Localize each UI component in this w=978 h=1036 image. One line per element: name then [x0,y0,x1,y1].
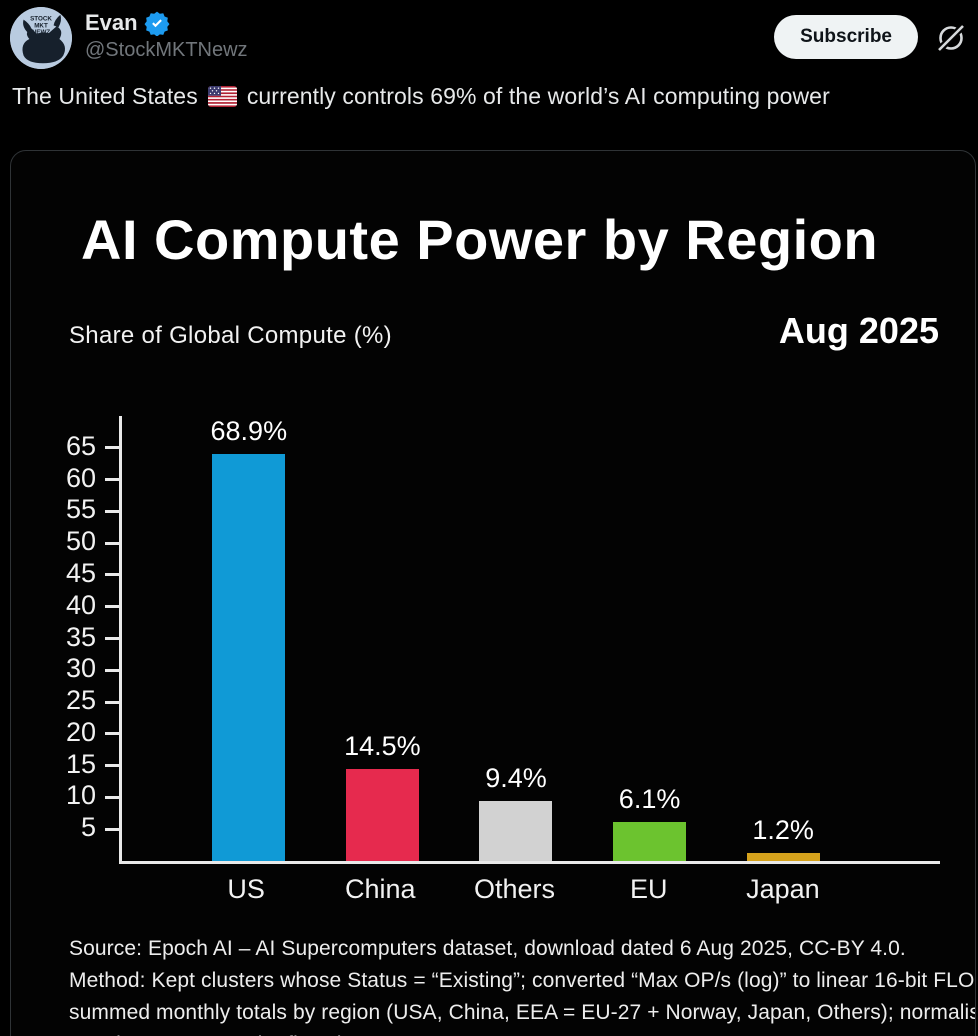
chart-media-card[interactable]: AI Compute Power by Region Share of Glob… [10,150,976,1036]
bar-us [212,454,286,861]
identity-block: Evan @StockMKTNewz [85,10,248,62]
chart-title: AI Compute Power by Region [81,208,879,271]
category-label-japan: Japan [746,874,820,904]
bar-slot-eu: 6.1% [583,416,717,861]
bar-slot-china: 14.5% [316,416,450,861]
value-label-eu: 6.1% [618,784,681,815]
bar-others [479,801,553,861]
x-axis-labels: US China Others EU Japan [119,874,940,905]
tweet-text-part2: currently controls 69% of the world’s AI… [246,83,830,109]
bar-japan [746,853,820,861]
grok-icon [936,23,966,53]
bull-logo-icon: STOCK MKT NEWZ [10,7,72,69]
source-line: summed monthly totals by region (USA, Ch… [69,1001,976,1025]
us-flag-emoji [207,86,237,107]
tweet-text-part1: The United States [12,83,198,109]
svg-text:MKT: MKT [34,22,48,29]
svg-text:STOCK: STOCK [30,16,52,23]
source-line: month to 100 % so the five shares sum to… [69,1029,935,1036]
avatar[interactable]: STOCK MKT NEWZ [10,7,72,69]
bar-slot-others: 9.4% [449,416,583,861]
bar-slot-japan: 1.2% [716,416,850,861]
bars-row: 68.9% 14.5% 9.4% 6.1% 1.2% [122,416,940,861]
value-label-others: 9.4% [485,763,547,794]
bar-slot-us: 68.9% [182,416,316,861]
user-handle[interactable]: @StockMKTNewz [85,39,248,62]
chart-date-label: Aug 2025 [778,310,939,351]
value-label-us: 68.9% [210,416,288,446]
bar-china [345,768,419,861]
subscribe-button[interactable]: Subscribe [774,15,918,59]
tweet-text: The United States currently controls 69%… [0,83,978,110]
grok-actions-button[interactable] [934,21,968,55]
display-name[interactable]: Evan [85,10,138,35]
source-line: Method: Kept clusters whose Status = “Ex… [69,969,976,993]
verified-badge-icon [144,11,170,37]
source-line: Source: Epoch AI – AI Supercomputers dat… [69,937,906,960]
plot-area: 5 10 15 20 25 30 35 40 45 50 55 60 65 68.9% 14.5% 9.… [66,416,940,864]
category-label-others: Others [473,874,556,904]
tweet-header: STOCK MKT NEWZ Evan @StockMKTNewz Subscr… [0,0,978,69]
source-note: Source: Epoch AI – AI Supercomputers dat… [69,933,976,1036]
value-label-china: 14.5% [344,730,421,761]
category-label-china: China [345,874,416,904]
chart-subtitle: Share of Global Compute (%) [69,322,392,349]
category-label-us: US [227,874,265,904]
category-label-eu: EU [629,874,668,904]
bar-eu [613,822,687,861]
value-label-japan: 1.2% [752,815,814,846]
